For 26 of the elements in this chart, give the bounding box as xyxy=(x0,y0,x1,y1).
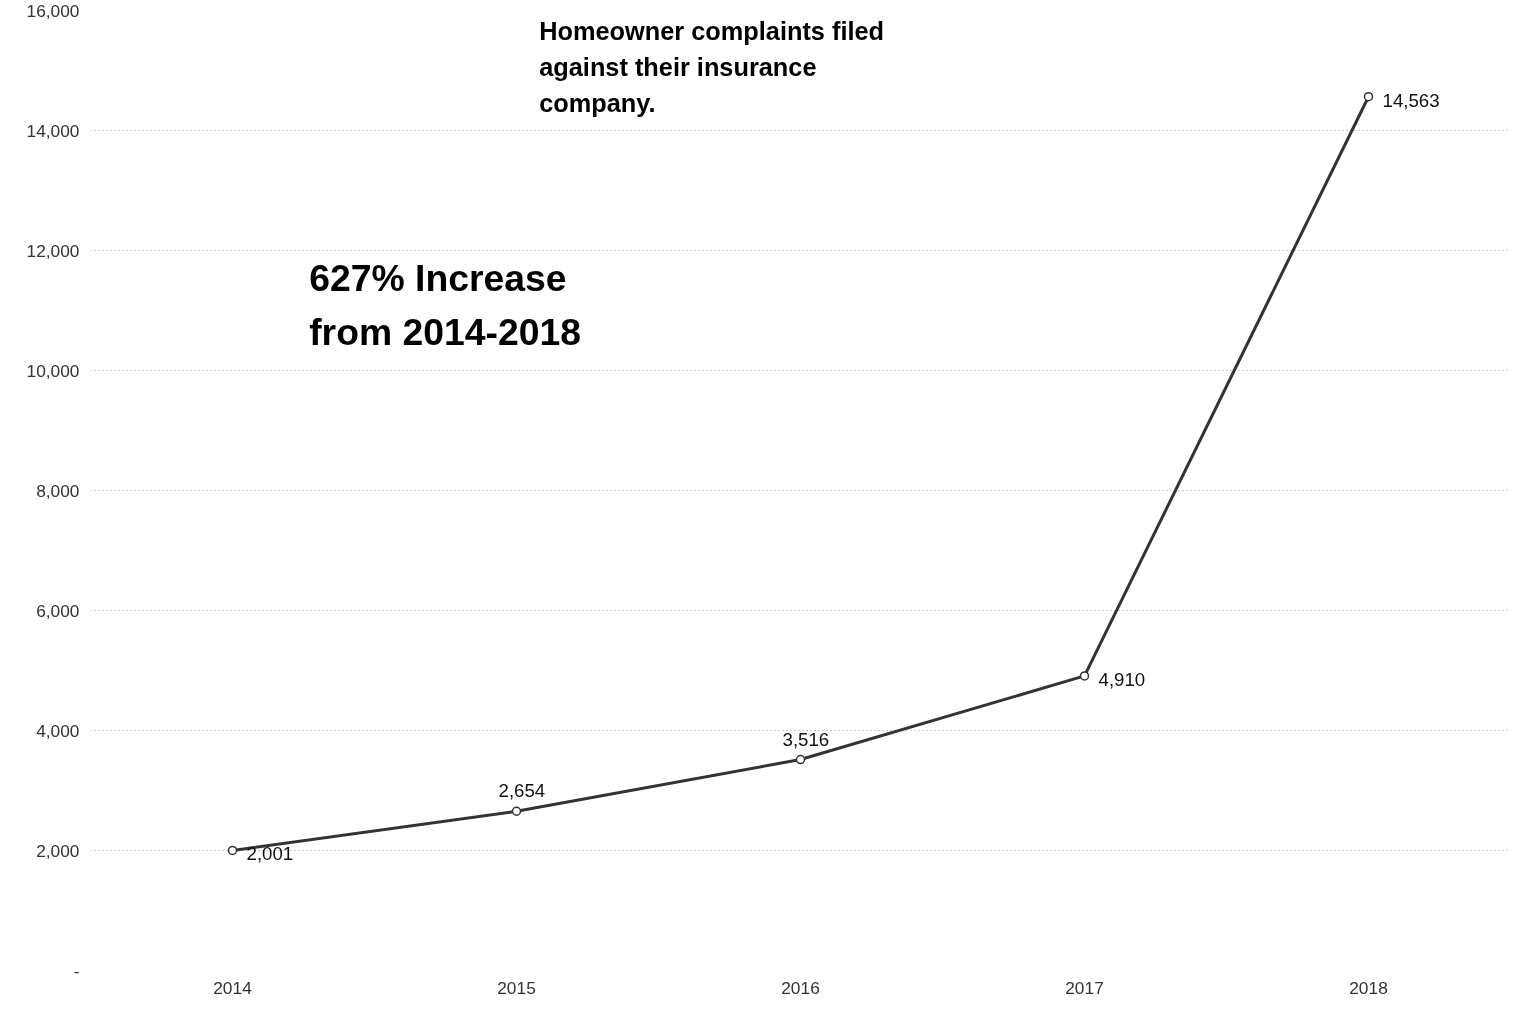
point xyxy=(1079,671,1090,681)
y-tick-label: 10,000 xyxy=(26,360,80,381)
data-label: 3,516 xyxy=(782,728,830,750)
point xyxy=(511,806,522,816)
y-tick-label: 6,000 xyxy=(36,600,80,621)
point xyxy=(795,754,806,765)
y-tick-label: 8,000 xyxy=(36,480,80,501)
text: Homeowner complaints filed against their insurance company. xyxy=(539,16,885,118)
data-label: 2,001 xyxy=(246,843,294,865)
x-tick-label: 2014 xyxy=(213,977,253,998)
y-tick-label: - xyxy=(73,960,80,981)
y-tick-label: 4,000 xyxy=(36,720,80,741)
data-label: 4,910 xyxy=(1098,668,1146,690)
annotation: 627% Increase from 2014-2018 xyxy=(309,256,582,354)
x-tick-label: 2018 xyxy=(1349,977,1388,998)
x-tick-label: 2015 xyxy=(497,977,536,998)
y-tick-label: 12,000 xyxy=(26,240,80,261)
y-tick-label: 14,000 xyxy=(26,120,80,141)
x-tick-label: 2017 xyxy=(1065,977,1104,998)
point xyxy=(227,845,238,856)
data-label: 2,654 xyxy=(498,780,546,802)
y-tick-label: 16,000 xyxy=(26,0,80,21)
point xyxy=(1363,91,1374,102)
y-tick-label: 2,000 xyxy=(36,840,80,861)
x-tick-label: 2016 xyxy=(781,977,820,998)
data-label: 14,563 xyxy=(1382,89,1440,111)
